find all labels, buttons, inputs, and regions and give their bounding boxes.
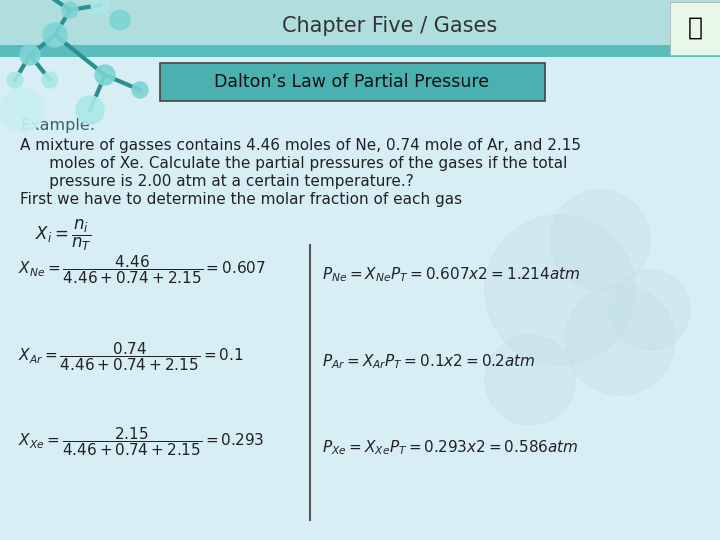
- Bar: [160, 63, 545, 101]
- Bar: [0, 45, 720, 57]
- Text: Dalton’s Law of Partial Pressure: Dalton’s Law of Partial Pressure: [215, 73, 490, 91]
- Text: $X_i = \dfrac{n_i}{n_T}$: $X_i = \dfrac{n_i}{n_T}$: [35, 218, 91, 253]
- Circle shape: [43, 23, 67, 47]
- Text: pressure is 2.00 atm at a certain temperature.?: pressure is 2.00 atm at a certain temper…: [20, 174, 414, 189]
- Circle shape: [565, 285, 675, 395]
- Text: Example:: Example:: [20, 118, 95, 133]
- Bar: [670, 2, 720, 55]
- Circle shape: [485, 335, 575, 425]
- Circle shape: [91, 0, 109, 14]
- Circle shape: [132, 82, 148, 98]
- Text: 🏛: 🏛: [688, 16, 703, 40]
- Text: A mixture of gasses contains 4.46 moles of Ne, 0.74 mole of Ar, and 2.15: A mixture of gasses contains 4.46 moles …: [20, 138, 581, 153]
- Circle shape: [0, 88, 44, 132]
- Text: $P_{Ar} = X_{Ar}P_T = 0.1x2 = 0.2atm$: $P_{Ar} = X_{Ar}P_T = 0.1x2 = 0.2atm$: [322, 352, 536, 370]
- Circle shape: [485, 215, 635, 365]
- Text: $P_{Ne} = X_{Ne}P_T = 0.607x2 = 1.214atm$: $P_{Ne} = X_{Ne}P_T = 0.607x2 = 1.214atm…: [322, 265, 580, 284]
- Bar: [0, 0, 720, 55]
- Circle shape: [550, 190, 650, 290]
- Circle shape: [110, 10, 130, 30]
- Text: $P_{Xe} = X_{Xe}P_T = 0.293x2 = 0.586atm$: $P_{Xe} = X_{Xe}P_T = 0.293x2 = 0.586atm…: [322, 438, 579, 457]
- Text: $X_{Ar} = \dfrac{0.74}{4.46+0.74+2.15} = 0.1$: $X_{Ar} = \dfrac{0.74}{4.46+0.74+2.15} =…: [18, 340, 243, 373]
- Text: Chapter Five / Gases: Chapter Five / Gases: [282, 16, 498, 36]
- Circle shape: [42, 72, 58, 88]
- Circle shape: [62, 2, 78, 18]
- Circle shape: [610, 270, 690, 350]
- Circle shape: [7, 72, 23, 88]
- Text: moles of Xe. Calculate the partial pressures of the gases if the total: moles of Xe. Calculate the partial press…: [20, 156, 567, 171]
- Circle shape: [20, 45, 40, 65]
- Circle shape: [95, 65, 115, 85]
- Circle shape: [76, 96, 104, 124]
- Text: $X_{Ne} = \dfrac{4.46}{4.46+0.74+2.15} = 0.607$: $X_{Ne} = \dfrac{4.46}{4.46+0.74+2.15} =…: [18, 253, 266, 286]
- Text: First we have to determine the molar fraction of each gas: First we have to determine the molar fra…: [20, 192, 462, 207]
- Text: $X_{Xe} = \dfrac{2.15}{4.46+0.74+2.15} = 0.293$: $X_{Xe} = \dfrac{2.15}{4.46+0.74+2.15} =…: [18, 425, 264, 458]
